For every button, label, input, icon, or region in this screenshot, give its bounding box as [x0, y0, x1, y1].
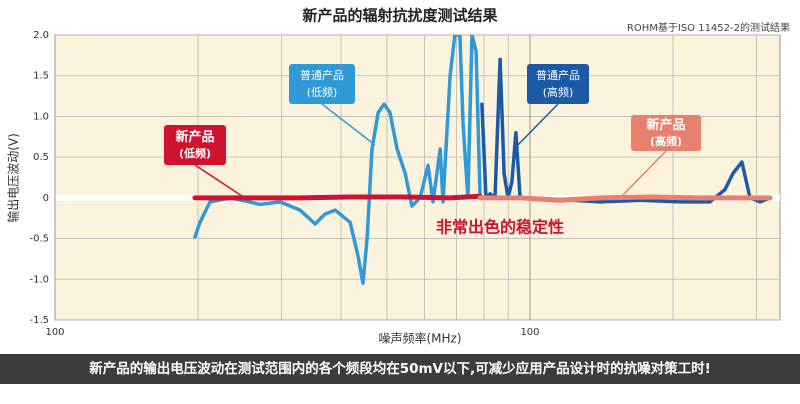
legend-pointer — [194, 164, 246, 199]
legend-box — [631, 115, 701, 151]
legend-label-part: 普通产品 — [536, 68, 580, 82]
legend-label: 新产品(低频) — [175, 129, 214, 161]
legend-label: 普通产品 (高频) — [536, 68, 580, 99]
legend-label-part: 普通产品 — [300, 68, 344, 82]
y-axis-label: 输出电压波动(V) — [6, 133, 21, 223]
annotation: 非常出色的稳定性 — [436, 218, 564, 237]
series-line — [193, 35, 482, 286]
legend-label: 新产品(高频) — [646, 117, 685, 149]
legend-label-part: (高频) — [543, 85, 574, 99]
y-tick-label: 1.0 — [33, 111, 49, 122]
legend-box — [527, 64, 589, 104]
legend-box — [164, 125, 226, 165]
y-tick-label: 0 — [43, 193, 49, 204]
caption: 新产品的输出电压波动在测试范围内的各个频段均在50mV以下,可减少应用产品设计时… — [89, 360, 711, 377]
legend-label-part: 新产品 — [646, 117, 685, 133]
y-tick-label: 0.5 — [33, 152, 49, 163]
legend-box — [289, 64, 355, 104]
plot-area — [54, 34, 781, 321]
y-tick-label: -1.5 — [29, 315, 49, 326]
legend-pointer — [619, 150, 667, 199]
y-tick-label: 1.5 — [33, 71, 49, 82]
y-tick-label: -1.0 — [29, 274, 49, 285]
series-line — [192, 193, 483, 201]
legend-pointer — [321, 103, 376, 146]
x-axis-label: 噪声频率(MHz) — [378, 331, 461, 346]
legend-label-part: (低频) — [179, 146, 211, 160]
chart-title: 新产品的辐射抗扰度测试结果 — [302, 7, 498, 25]
y-tick-label: 2.0 — [33, 30, 49, 41]
legend-label-part: (低频) — [307, 85, 338, 99]
legend-label-part: (高频) — [650, 134, 682, 148]
legend-pointer — [514, 103, 559, 149]
y-tick-label: -0.5 — [29, 234, 49, 245]
chart-subtitle: ROHM基于ISO 11452-2的测试结果 — [627, 21, 790, 34]
legend-label: 普通产品 (低频) — [300, 68, 344, 99]
x-tick-label: 100 — [520, 327, 539, 338]
x-tick-label: 100 — [45, 327, 64, 338]
series-line — [477, 194, 773, 203]
caption-banner — [0, 354, 800, 384]
legend-label-part: 新产品 — [175, 129, 214, 145]
